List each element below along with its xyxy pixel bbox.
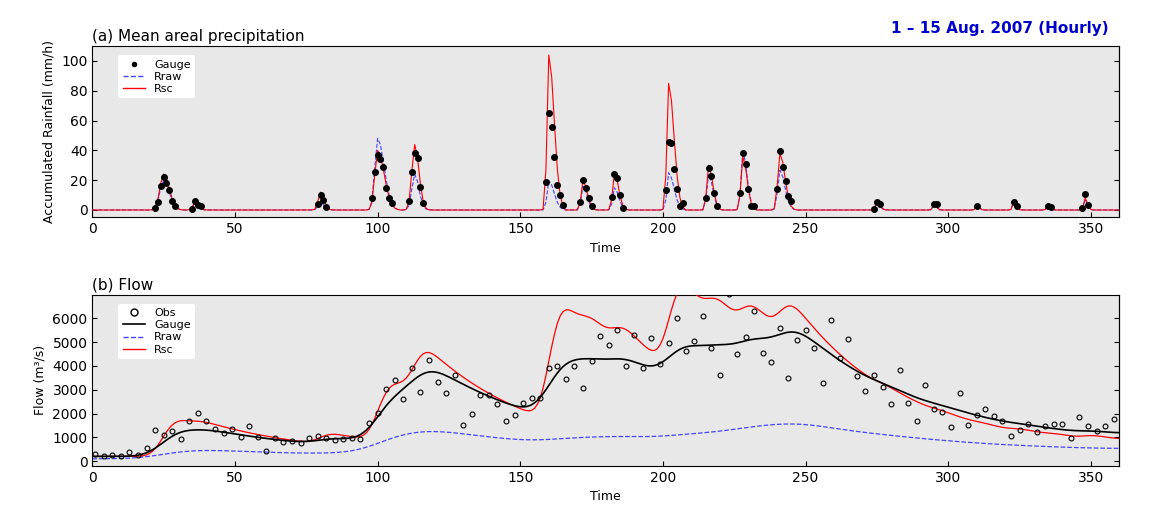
Y-axis label: Flow (m³/s): Flow (m³/s) [33,345,47,415]
Text: (b) Flow: (b) Flow [92,277,153,292]
X-axis label: Time: Time [591,490,621,503]
Text: (a) Mean areal precipitation: (a) Mean areal precipitation [92,29,305,44]
Y-axis label: Accumulated Rainfall (mm/h): Accumulated Rainfall (mm/h) [43,40,55,223]
Legend: Obs, Gauge, Rraw, Rsc: Obs, Gauge, Rraw, Rsc [119,304,195,359]
Text: 1 – 15 Aug. 2007 (Hourly): 1 – 15 Aug. 2007 (Hourly) [892,21,1109,36]
Legend: Gauge, Rraw, Rsc: Gauge, Rraw, Rsc [119,55,195,98]
X-axis label: Time: Time [591,242,621,255]
